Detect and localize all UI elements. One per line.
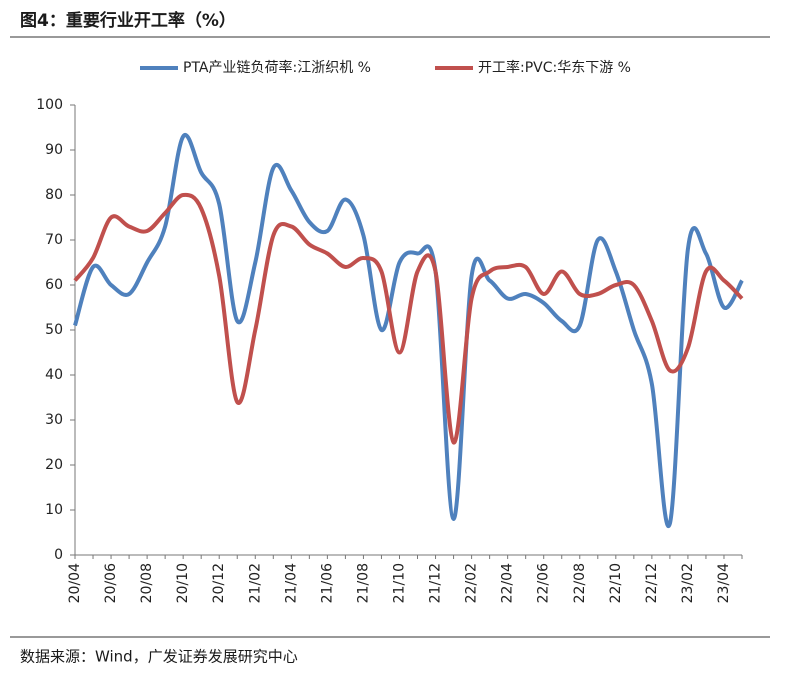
y-tick-label: 80: [45, 187, 63, 203]
x-tick-label: 20/08: [139, 563, 155, 603]
x-tick-label: 22/06: [536, 563, 552, 603]
source-note: 数据来源：Wind，广发证券发展研究中心: [20, 648, 298, 666]
y-tick-label: 20: [45, 457, 63, 473]
x-tick-label: 22/08: [572, 563, 588, 603]
x-tick-label: 21/02: [247, 563, 263, 603]
x-tick-label: 22/02: [464, 563, 480, 603]
x-tick-label: 23/02: [680, 563, 696, 603]
x-tick-label: 20/06: [103, 563, 119, 603]
y-tick-label: 30: [45, 412, 63, 428]
legend-label: 开工率:PVC:华东下游 %: [478, 59, 631, 76]
data-line: [73, 133, 744, 529]
y-tick-label: 40: [45, 367, 63, 383]
x-tick-label: 21/08: [355, 563, 371, 603]
y-tick-label: 70: [45, 232, 63, 248]
x-tick-label: 22/10: [608, 563, 624, 603]
y-tick-label: 100: [36, 97, 63, 113]
x-tick-label: 22/12: [644, 563, 660, 603]
x-tick-label: 22/04: [500, 563, 516, 603]
x-tick-label: 20/12: [211, 563, 227, 603]
y-tick-label: 60: [45, 277, 63, 293]
x-tick-label: 21/06: [319, 563, 335, 603]
x-tick-label: 23/04: [716, 563, 732, 603]
x-tick-label: 21/10: [391, 563, 407, 603]
x-tick-label: 20/04: [67, 563, 83, 603]
y-tick-label: 0: [54, 547, 63, 563]
x-tick-label: 21/12: [428, 563, 444, 603]
data-line: [73, 192, 744, 445]
y-tick-label: 90: [45, 142, 63, 158]
legend-label: PTA产业链负荷率:江浙织机 %: [183, 59, 371, 76]
x-tick-label: 20/10: [175, 563, 191, 603]
x-tick-label: 21/04: [283, 563, 299, 603]
chart-title: 图4：重要行业开工率（%）: [20, 10, 236, 31]
y-tick-label: 10: [45, 502, 63, 518]
y-tick-label: 50: [45, 322, 63, 338]
